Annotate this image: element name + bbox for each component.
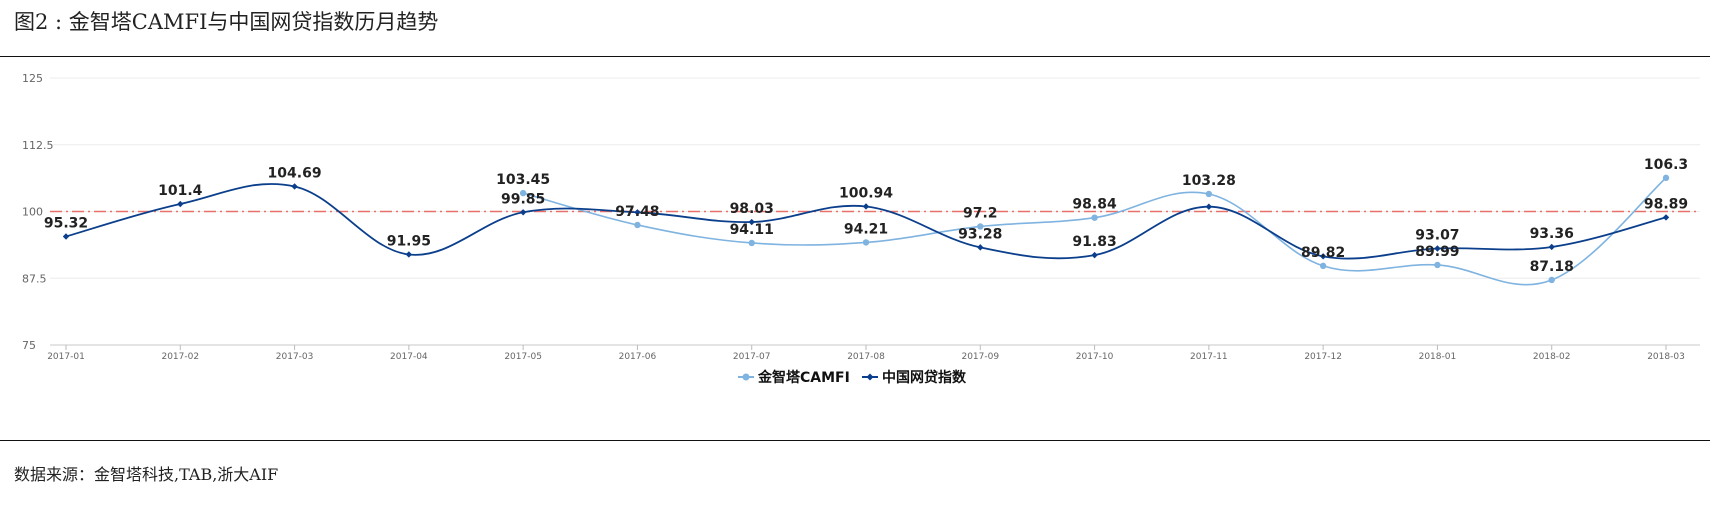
- x-tick-label: 2017-01: [47, 352, 85, 362]
- data-label: 94.11: [730, 222, 774, 238]
- x-tick-label: 2017-08: [847, 352, 885, 362]
- series-2-point: [62, 233, 70, 240]
- series-2-point: [862, 203, 870, 210]
- series-1-point: [1205, 190, 1213, 198]
- series-1-point: [1434, 261, 1441, 269]
- series-1-point: [1319, 262, 1327, 270]
- legend: 金智塔CAMFI 中国网贷指数: [738, 369, 967, 386]
- x-axis: 2017-01 2017-02 2017-03 2017-04 2017-05 2017-…: [47, 345, 1685, 362]
- data-label: 98.03: [730, 201, 774, 217]
- data-label: 91.83: [1072, 234, 1116, 250]
- data-label: 93.28: [958, 226, 1002, 242]
- series-2-point: [519, 209, 527, 216]
- x-tick-label: 2017-03: [276, 352, 314, 362]
- x-tick-label: 2017-04: [390, 352, 428, 362]
- series-1-point: [1091, 214, 1098, 221]
- series-1-point: [1548, 276, 1555, 284]
- x-tick-label: 2018-02: [1533, 352, 1571, 362]
- data-label: 89.82: [1301, 245, 1345, 261]
- data-label: 106.3: [1644, 157, 1688, 173]
- series-2-point: [748, 218, 755, 226]
- series-2-point: [291, 183, 298, 190]
- series-1-point: [1662, 174, 1670, 182]
- top-rule: [0, 56, 1710, 57]
- figure-title: 图2 : 金智塔CAMFI与中国网贷指数历月趋势: [14, 10, 439, 34]
- series-2-point: [177, 200, 184, 208]
- series-2-point: [1548, 243, 1555, 251]
- series-group: [62, 174, 1670, 286]
- series-1-point: [862, 239, 870, 246]
- legend-swatch-marker: [866, 373, 874, 381]
- series-1-point: [519, 189, 527, 197]
- x-tick-label: 2017-07: [733, 352, 771, 362]
- series-1-point: [634, 221, 641, 229]
- y-tick-label: 100: [22, 206, 43, 219]
- data-label: 98.84: [1072, 197, 1117, 213]
- series-2-point: [405, 251, 413, 258]
- x-tick-label: 2017-10: [1076, 352, 1114, 362]
- bottom-rule: [0, 440, 1710, 441]
- x-tick-label: 2017-09: [961, 352, 999, 362]
- data-label: 93.07: [1415, 228, 1459, 244]
- data-label: 95.32: [44, 215, 88, 231]
- data-label: 100.94: [839, 185, 893, 201]
- data-label: 97.48: [615, 204, 659, 220]
- legend-swatch-marker: [742, 373, 750, 381]
- series-1-point: [748, 239, 755, 247]
- data-label: 104.69: [268, 165, 322, 181]
- data-label: 89.99: [1415, 244, 1459, 260]
- x-tick-label: 2017-11: [1190, 352, 1228, 362]
- x-tick-label: 2017-12: [1304, 352, 1342, 362]
- x-tick-label: 2017-02: [161, 352, 199, 362]
- data-label: 87.18: [1530, 259, 1574, 275]
- x-tick-label: 2018-03: [1647, 352, 1685, 362]
- y-tick-label: 75: [22, 339, 36, 352]
- legend-label: 金智塔CAMFI: [757, 369, 850, 386]
- series-2-point: [1434, 245, 1441, 252]
- y-tick-label: 125: [22, 72, 43, 85]
- data-label: 103.45: [496, 172, 550, 188]
- x-tick-label: 2017-06: [619, 352, 657, 362]
- x-tick-label: 2018-01: [1419, 352, 1457, 362]
- data-label: 97.2: [963, 205, 998, 221]
- data-label: 93.36: [1530, 226, 1574, 242]
- series-2-point: [1091, 251, 1098, 259]
- series-line-1: [522, 177, 1667, 286]
- series-2-point: [977, 244, 984, 251]
- data-label: 101.4: [158, 183, 203, 199]
- series-1-point: [977, 223, 984, 230]
- data-label: 103.28: [1182, 173, 1236, 189]
- data-label: 91.95: [387, 233, 431, 249]
- data-label: 98.89: [1644, 196, 1688, 212]
- data-label: 94.21: [844, 221, 888, 237]
- source-note: 数据来源：金智塔科技,TAB,浙大AIF: [14, 465, 279, 484]
- series-2-point: [1319, 253, 1327, 260]
- data-label: 99.85: [501, 191, 545, 207]
- y-axis: 75 87.5 100 112.5 125: [22, 72, 54, 352]
- series-2-point: [634, 209, 641, 216]
- y-tick-label: 112.5: [22, 139, 54, 152]
- data-labels: 103.45 97.48 94.11 94.21 97.2 98.84 103.28 89.8…: [44, 157, 1688, 275]
- legend-label: 中国网贷指数: [882, 369, 967, 386]
- series-2-point: [1205, 203, 1213, 210]
- y-tick-label: 87.5: [22, 272, 47, 285]
- series-2-point: [1662, 214, 1670, 221]
- x-tick-label: 2017-05: [504, 352, 542, 362]
